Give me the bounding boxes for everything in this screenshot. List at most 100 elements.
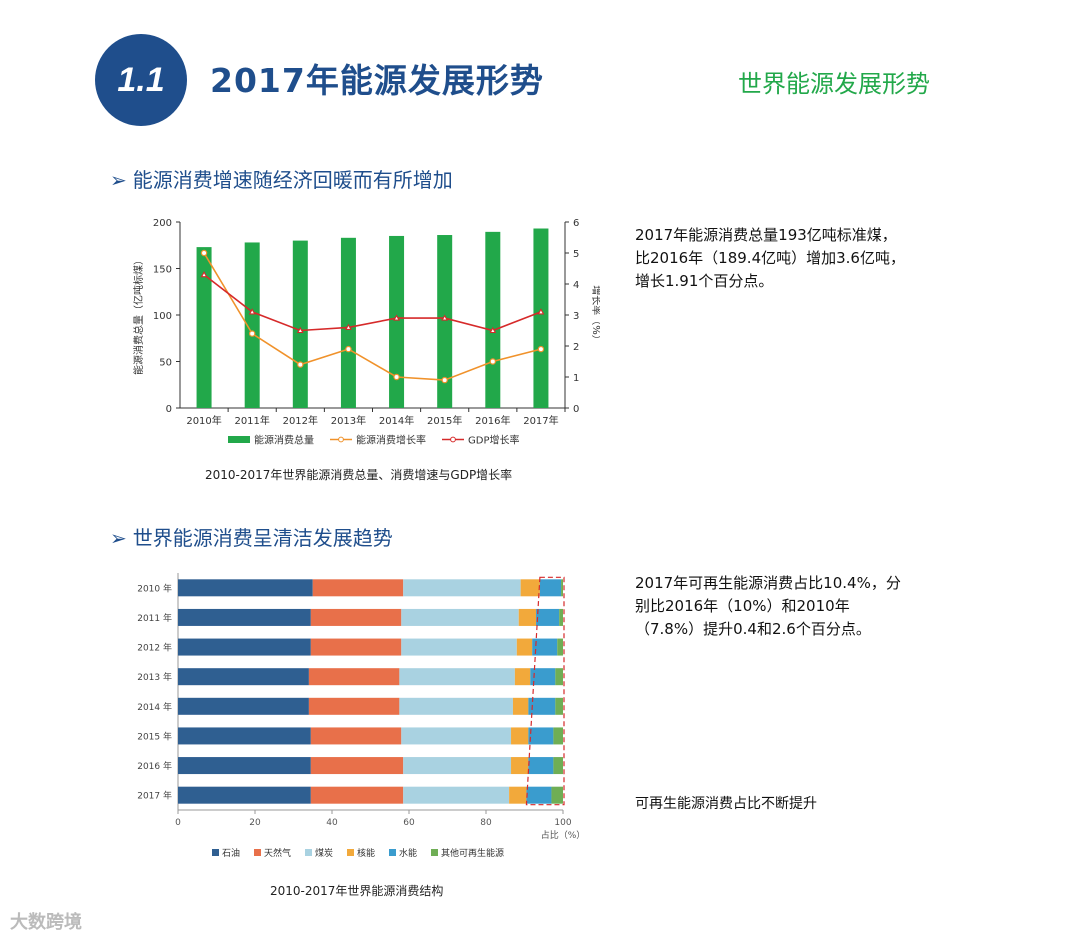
- watermark: 大数跨境: [10, 912, 82, 933]
- y-tick-label: 200: [153, 218, 172, 229]
- bar-segment: [553, 727, 563, 745]
- legend-label: 石油: [222, 847, 240, 859]
- bar-segment: [555, 697, 563, 715]
- bar-segment: [178, 697, 309, 715]
- y-axis-right-title: 增长率（%）: [590, 285, 600, 345]
- y-tick-label: 100: [153, 311, 172, 322]
- bar-segment: [403, 757, 512, 775]
- bar-segment: [310, 638, 402, 656]
- y-tick-label: 2015 年: [137, 730, 172, 742]
- bar-segment: [310, 608, 402, 626]
- section-2-note: 可再生能源消费占比不断提升: [635, 796, 817, 812]
- line-point: [489, 358, 497, 365]
- x-tick-label: 20: [249, 818, 261, 828]
- x-tick-label: 60: [403, 818, 415, 828]
- bar-segment: [511, 727, 529, 745]
- legend-swatch: [305, 849, 312, 856]
- text-line: 增长1.91个百分点。: [635, 272, 774, 290]
- bar-segment: [312, 579, 404, 597]
- section-1-title-text: 能源消费增速随经济回暖而有所增加: [132, 168, 453, 192]
- bar-segment: [553, 757, 563, 775]
- section-badge: 1.1: [95, 34, 187, 126]
- legend-swatch: [347, 849, 354, 856]
- bar-segment: [539, 579, 562, 597]
- bar-segment: [178, 727, 311, 745]
- bar-segment: [528, 697, 556, 715]
- side-title: 世界能源发展形势: [738, 70, 930, 98]
- y-tick-label: 2017 年: [137, 790, 172, 802]
- bar-segment: [401, 727, 512, 745]
- x-tick-label: 2011年: [234, 414, 269, 427]
- bar-segment: [536, 608, 560, 626]
- bar-segment: [308, 697, 400, 715]
- y-tick-label: 2011 年: [137, 612, 172, 624]
- bar-segment: [518, 608, 537, 626]
- x-tick-label: 100: [554, 818, 571, 828]
- chart-1-caption: 2010-2017年世界能源消费总量、消费增速与GDP增长率: [205, 468, 513, 482]
- legend-marker: [338, 436, 344, 443]
- bar-segment: [514, 668, 531, 686]
- bar-segment: [403, 786, 510, 804]
- bar-segment: [403, 579, 521, 597]
- line-point: [537, 308, 545, 315]
- legend-swatch: [431, 849, 438, 856]
- x-tick-label: 2010年: [186, 414, 221, 427]
- bar-segment: [526, 786, 552, 804]
- legend-swatch: [254, 849, 261, 856]
- bar: [292, 240, 308, 408]
- y-right-tick-label: 5: [573, 249, 579, 260]
- y-tick-label: 2016 年: [137, 760, 172, 772]
- series-line: [203, 252, 542, 381]
- x-tick-label: 2015年: [427, 414, 462, 427]
- bar-segment: [178, 757, 311, 775]
- section-2-title-text: 世界能源消费呈清洁发展趋势: [132, 526, 393, 550]
- text-line: 2017年能源消费总量193亿吨标准煤，: [635, 226, 897, 244]
- legend-label: 水能: [399, 847, 417, 859]
- y-right-tick-label: 2: [573, 342, 579, 353]
- x-tick-label: 0: [175, 818, 181, 828]
- energy-consumption-chart: 0 50 100 150 200 0 1 2 3 4 5 6 能源消费总量（亿吨标煤） 增长率（%） 201…: [132, 218, 600, 447]
- bar: [196, 247, 212, 408]
- x-tick-label: 2014年: [379, 414, 414, 427]
- legend-swatch: [389, 849, 396, 856]
- y-right-tick-label: 6: [573, 218, 579, 229]
- bar-segment: [308, 668, 400, 686]
- bar-segment: [516, 638, 533, 656]
- bar-segment: [530, 668, 556, 686]
- bar-segment: [509, 786, 527, 804]
- renewable-highlight-box: [525, 576, 565, 806]
- legend-label: 能源消费增长率: [356, 434, 426, 447]
- bar-segment: [310, 757, 404, 775]
- line-point: [297, 361, 304, 368]
- bar-segment: [555, 668, 563, 686]
- arrow-icon: ➢: [110, 168, 127, 192]
- page-title: 2017年能源发展形势: [210, 61, 544, 100]
- text-line: 2017年可再生能源消费占比10.4%，分: [635, 574, 901, 592]
- bar-segment: [512, 697, 529, 715]
- bar-segment: [559, 608, 563, 626]
- bar-segment: [401, 608, 519, 626]
- bar-segment: [178, 668, 309, 686]
- text-line: 别比2016年（10%）和2010年: [635, 597, 850, 615]
- line-point: [441, 314, 449, 321]
- bar-segment: [551, 786, 563, 804]
- legend-label: 能源消费总量: [254, 434, 314, 447]
- section-2-title: ➢ 世界能源消费呈清洁发展趋势: [110, 522, 393, 551]
- line-point: [393, 314, 400, 321]
- x-tick-label: 2016年: [475, 414, 510, 427]
- chart-2-caption: 2010-2017年世界能源消费结构: [270, 884, 444, 898]
- bar-segment: [557, 638, 563, 656]
- legend-marker: [450, 436, 456, 443]
- y-axis-title: 能源消费总量（亿吨标煤）: [132, 255, 145, 375]
- bar: [437, 235, 453, 408]
- y-right-tick-label: 0: [573, 404, 579, 415]
- bar-segment: [399, 697, 513, 715]
- text-line: 比2016年（189.4亿吨）增加3.6亿吨，: [635, 249, 905, 267]
- legend-label: 天然气: [264, 847, 291, 859]
- x-tick-label: 2012年: [283, 414, 318, 427]
- bar: [389, 235, 405, 408]
- y-tick-label: 2012 年: [137, 642, 172, 654]
- bar: [244, 242, 260, 408]
- line-point: [200, 271, 208, 278]
